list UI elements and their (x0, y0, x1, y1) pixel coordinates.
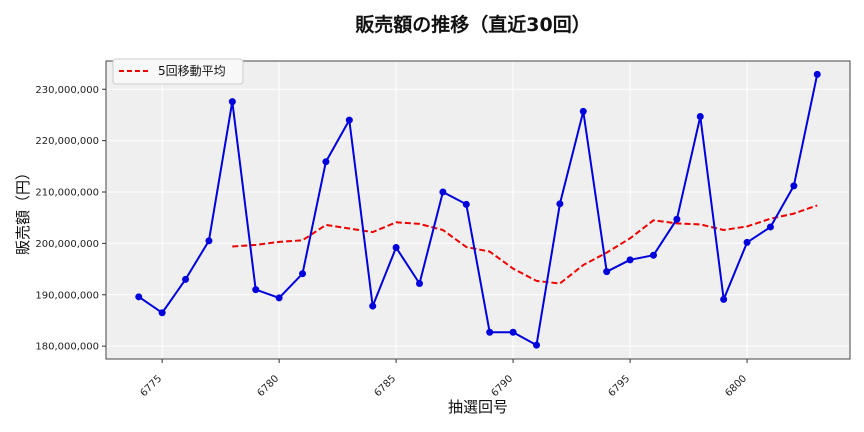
y-tick-label: 200,000,000 (35, 239, 99, 250)
legend-box (112, 58, 244, 85)
y-tick-label: 180,000,000 (35, 342, 99, 353)
sales-data-point (649, 251, 657, 259)
x-axis-ticks: 6775 6780 6785 6790 6795 6800 (138, 359, 749, 399)
sales-data-point (532, 341, 540, 349)
sales-data-point (603, 268, 611, 276)
sales-data-point (369, 302, 377, 310)
sales-data-point (182, 275, 190, 283)
sales-data-point (579, 107, 587, 115)
x-tick-label: 6780 (255, 373, 281, 399)
sales-data-point (392, 244, 400, 252)
sales-data-point (345, 116, 353, 124)
y-tick-label: 220,000,000 (35, 136, 99, 147)
chart-title: 販売額の推移（直近30回） (355, 13, 590, 36)
sales-data-point (135, 293, 143, 301)
sales-data-point (275, 294, 283, 302)
y-tick-label: 210,000,000 (35, 188, 99, 199)
y-tick-label: 230,000,000 (35, 85, 99, 96)
sales-data-point (766, 223, 774, 231)
legend-label-moving-average: 5回移動平均 (158, 64, 226, 78)
x-axis-label: 抽選回号 (448, 398, 508, 416)
plot-area (106, 61, 850, 359)
sales-data-point (720, 295, 728, 303)
x-tick-label: 6775 (138, 373, 164, 399)
sales-data-point (322, 158, 330, 166)
sales-data-point (813, 70, 821, 78)
plot-frame (105, 60, 851, 360)
y-tick-label: 190,000,000 (35, 290, 99, 301)
sales-data-point (205, 237, 213, 245)
sales-data-point (462, 200, 470, 208)
sales-data-point (486, 328, 494, 336)
x-tick-label: 6800 (723, 373, 749, 399)
sales-data-point (790, 182, 798, 190)
series-layer (135, 70, 821, 349)
sales-data-point (439, 188, 447, 196)
sales-data-point (696, 112, 704, 120)
sales-data-point (556, 200, 564, 208)
sales-data-point (673, 215, 681, 223)
legend: 5回移動平均 (112, 58, 244, 85)
sales-data-point (626, 256, 634, 264)
sales-data-point (158, 309, 166, 317)
moving-average-line (232, 204, 818, 285)
sales-data-point (416, 279, 424, 287)
y-axis-ticks: 180,000,000 190,000,000 200,000,000 210,000… (35, 85, 106, 353)
sales-data-point (299, 270, 307, 278)
sales-series-line (138, 74, 819, 347)
sales-data-point (743, 238, 751, 246)
sales-data-point (228, 98, 236, 106)
x-tick-label: 6790 (489, 373, 515, 399)
y-axis-label: 販売額（円） (14, 165, 32, 255)
x-tick-label: 6785 (372, 373, 398, 399)
grid-lines (106, 61, 850, 359)
sales-data-point (509, 328, 517, 336)
x-tick-label: 6795 (606, 373, 632, 399)
sales-data-point (252, 286, 260, 294)
